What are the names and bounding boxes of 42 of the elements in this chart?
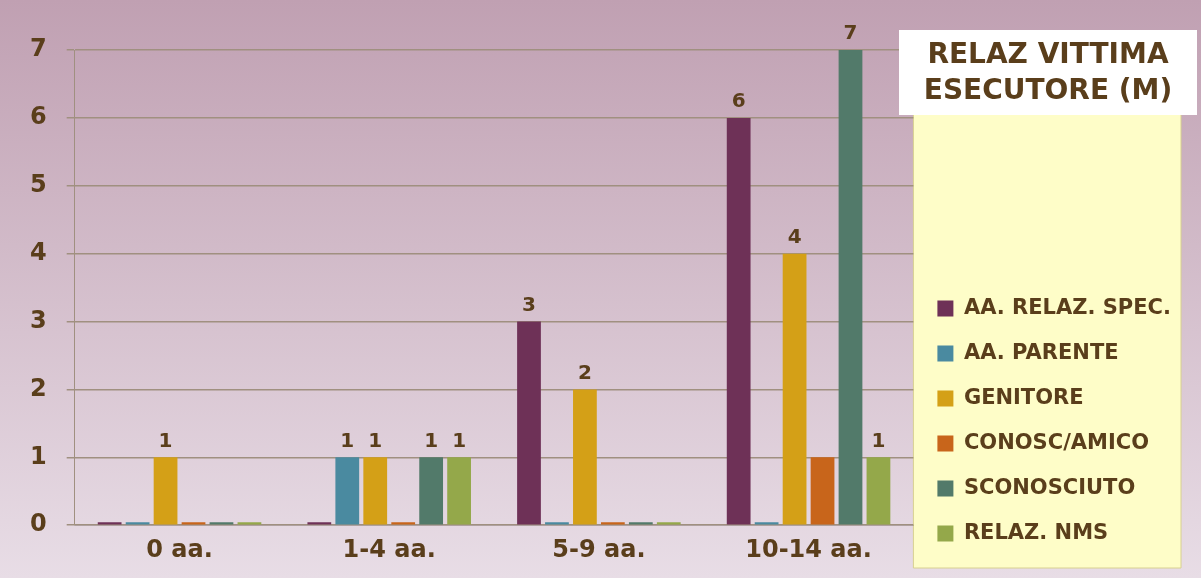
data-label: 3 <box>522 291 536 316</box>
data-label: 1 <box>871 427 886 452</box>
legend-label: RELAZ. NMS <box>963 519 1109 544</box>
x-tick-label: 5-9 aa. <box>552 534 646 563</box>
y-tick-label: 6 <box>30 102 47 131</box>
data-label: 1 <box>452 427 467 452</box>
bar <box>573 389 597 525</box>
bar <box>391 522 416 525</box>
bar <box>600 522 625 525</box>
y-tick-label: 1 <box>30 441 47 470</box>
bar <box>517 321 541 525</box>
data-label: 2 <box>577 359 592 384</box>
data-label: 6 <box>731 88 746 113</box>
legend-label: CONOSC/AMICO <box>963 429 1150 454</box>
bar <box>838 50 863 525</box>
y-tick-label: 5 <box>30 170 47 199</box>
text: RELAZ VITTIMA ESECUTORE (M) <box>899 30 1197 115</box>
data-label: 1 <box>368 427 383 452</box>
data-label: 4 <box>787 223 802 248</box>
bar <box>97 522 122 525</box>
bar <box>307 522 332 525</box>
data-label: 1 <box>340 427 355 452</box>
x-tick-label: 0 aa. <box>146 534 213 563</box>
data-label: 1 <box>424 427 439 452</box>
data-label: 7 <box>843 20 858 45</box>
bar <box>545 522 569 525</box>
legend-label: GENITORE <box>963 384 1084 409</box>
legend-label: SCONOSCIUTO <box>963 474 1136 499</box>
bar <box>754 522 779 525</box>
y-tick-label: 7 <box>30 34 47 63</box>
x-tick-label: 1-4 aa. <box>342 534 436 563</box>
y-tick-label: 2 <box>30 373 47 402</box>
x-tick-label: 10-14 aa. <box>745 534 872 563</box>
bar <box>656 522 681 525</box>
bar <box>782 253 807 525</box>
y-tick-label: 0 <box>30 509 47 538</box>
y-tick-label: 4 <box>30 237 47 266</box>
y-tick-label: 3 <box>30 305 47 334</box>
legend-label: AA. RELAZ. SPEC. <box>963 294 1172 319</box>
data-label: 1 <box>158 427 173 452</box>
legend-label: AA. PARENTE <box>963 339 1119 364</box>
bar <box>726 117 751 525</box>
